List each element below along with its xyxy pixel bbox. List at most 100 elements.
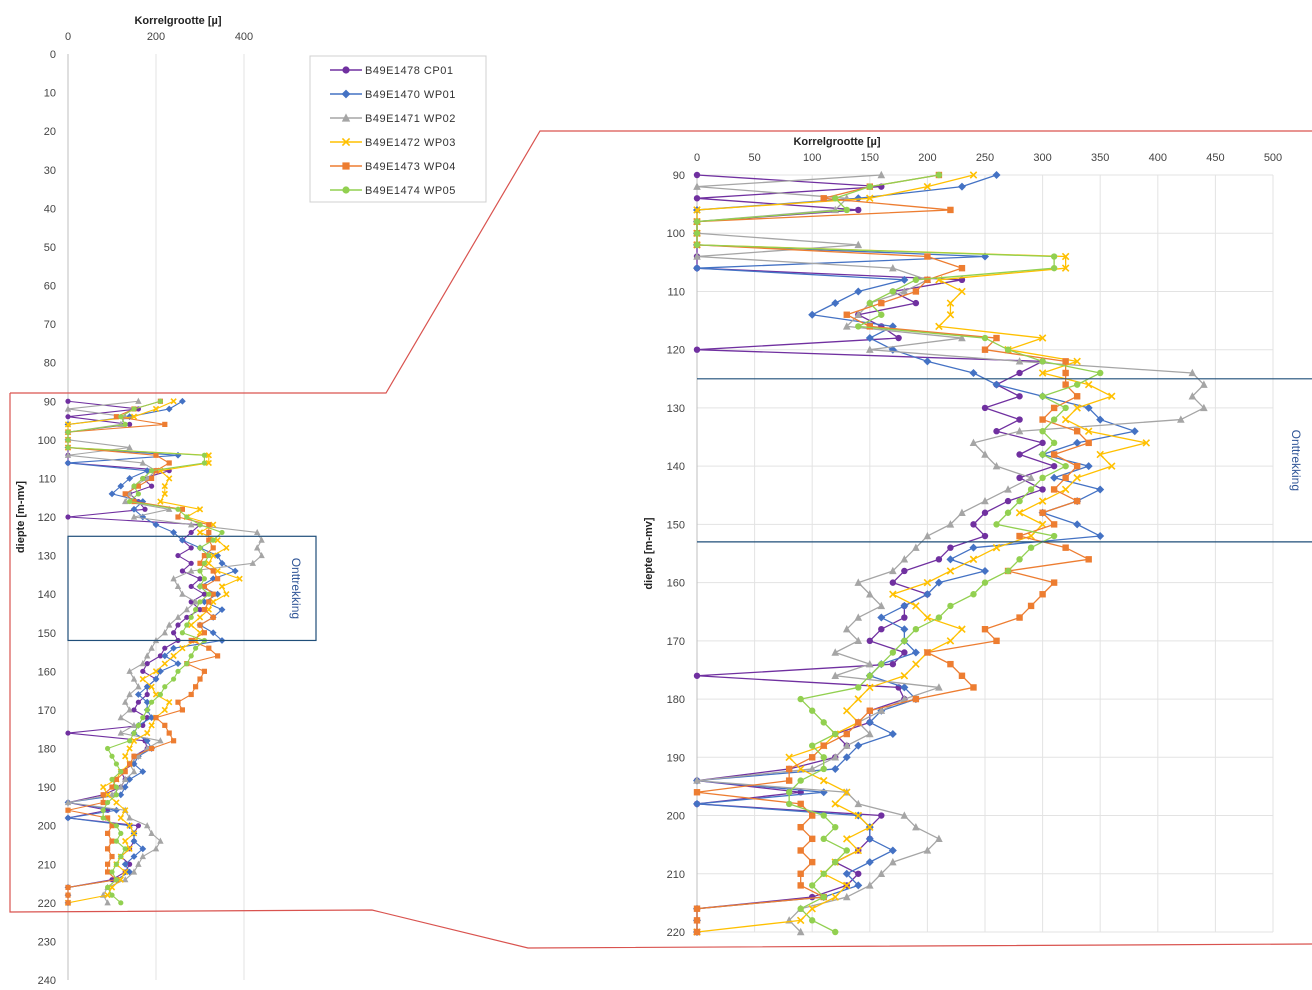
data-point bbox=[693, 206, 701, 214]
data-point bbox=[693, 182, 701, 190]
data-point bbox=[122, 698, 129, 705]
data-point bbox=[1039, 509, 1046, 516]
data-point bbox=[1142, 439, 1151, 447]
data-point bbox=[201, 668, 207, 674]
data-point bbox=[1188, 392, 1197, 400]
data-point bbox=[900, 601, 909, 610]
data-point bbox=[820, 754, 827, 761]
y-tick-label: 110 bbox=[38, 473, 56, 485]
y-tick-label: 160 bbox=[667, 578, 685, 590]
data-point bbox=[105, 869, 111, 875]
data-point bbox=[1039, 358, 1046, 365]
data-point bbox=[135, 722, 141, 728]
data-point bbox=[889, 649, 897, 656]
data-point bbox=[993, 334, 1000, 342]
data-point bbox=[197, 676, 203, 682]
data-point bbox=[117, 783, 124, 790]
data-point bbox=[866, 729, 874, 738]
data-point bbox=[64, 451, 72, 458]
series-line bbox=[67, 400, 263, 904]
series-b49e1474-wp05 bbox=[65, 398, 225, 906]
x-axis-title: Korrelgrootte [µ] bbox=[134, 15, 221, 27]
data-point bbox=[1050, 264, 1058, 272]
data-point bbox=[109, 853, 115, 860]
data-point bbox=[854, 881, 863, 890]
data-point bbox=[148, 829, 155, 836]
data-point bbox=[130, 868, 138, 875]
data-point bbox=[65, 900, 71, 906]
data-point bbox=[143, 698, 151, 706]
x-tick-label: 500 bbox=[1264, 152, 1282, 164]
data-point bbox=[842, 881, 851, 890]
chart-2: 0 50 100 150 200 250 300 350 400 450 500 90 100 110 12… bbox=[643, 136, 1312, 939]
series-line bbox=[696, 174, 1147, 933]
data-point bbox=[831, 800, 840, 808]
data-point bbox=[935, 171, 943, 179]
data-point bbox=[161, 652, 169, 660]
data-point bbox=[785, 753, 793, 762]
data-point bbox=[831, 671, 840, 679]
data-point bbox=[831, 299, 840, 308]
data-point bbox=[205, 452, 212, 459]
data-point bbox=[161, 706, 168, 714]
data-point bbox=[109, 823, 115, 829]
data-point bbox=[901, 614, 908, 621]
data-point bbox=[855, 719, 862, 726]
series-b49e1473-wp04 bbox=[693, 171, 1092, 936]
x-tick-label: 150 bbox=[861, 152, 879, 164]
data-point bbox=[1015, 427, 1024, 435]
data-point bbox=[161, 629, 168, 636]
data-point bbox=[206, 522, 212, 528]
data-point bbox=[197, 583, 203, 590]
series-line bbox=[696, 174, 1101, 933]
data-point bbox=[924, 649, 931, 656]
data-point bbox=[210, 537, 216, 543]
data-point bbox=[201, 452, 207, 458]
series-b49e1472-wp03 bbox=[64, 398, 243, 906]
data-point bbox=[126, 443, 133, 451]
y-tick-label: 210 bbox=[667, 869, 685, 881]
data-point bbox=[188, 653, 194, 659]
data-point bbox=[118, 853, 124, 860]
data-point bbox=[118, 769, 124, 775]
data-point bbox=[1016, 474, 1023, 481]
data-point bbox=[214, 567, 221, 575]
data-point bbox=[201, 630, 207, 636]
data-point bbox=[197, 576, 203, 582]
data-point bbox=[118, 900, 124, 906]
data-point bbox=[934, 578, 943, 587]
data-point bbox=[946, 299, 955, 307]
data-point bbox=[249, 559, 256, 566]
gridlines bbox=[67, 54, 245, 980]
data-point bbox=[206, 599, 212, 605]
data-point bbox=[1107, 462, 1116, 470]
data-point bbox=[174, 613, 182, 620]
data-point bbox=[958, 508, 966, 516]
data-point bbox=[131, 730, 137, 736]
data-point bbox=[109, 892, 115, 898]
data-point bbox=[139, 845, 147, 853]
data-point bbox=[152, 845, 160, 852]
data-point bbox=[184, 614, 190, 620]
data-point bbox=[1084, 380, 1093, 389]
data-point bbox=[206, 552, 212, 559]
data-point bbox=[1050, 416, 1058, 423]
x-tick-label: 50 bbox=[748, 152, 760, 164]
data-point bbox=[209, 629, 217, 637]
data-point bbox=[1085, 439, 1092, 447]
data-point bbox=[981, 496, 989, 505]
data-point bbox=[188, 614, 194, 620]
data-point bbox=[970, 684, 977, 691]
data-point bbox=[117, 729, 124, 736]
data-point bbox=[117, 814, 124, 822]
data-point bbox=[184, 622, 190, 628]
data-point bbox=[866, 323, 873, 330]
data-point bbox=[193, 684, 199, 690]
data-point bbox=[126, 490, 133, 497]
data-point bbox=[196, 506, 204, 513]
data-point bbox=[981, 346, 989, 353]
data-point bbox=[946, 555, 955, 564]
data-point bbox=[175, 514, 181, 520]
data-point bbox=[1097, 369, 1104, 377]
data-point bbox=[820, 195, 827, 202]
